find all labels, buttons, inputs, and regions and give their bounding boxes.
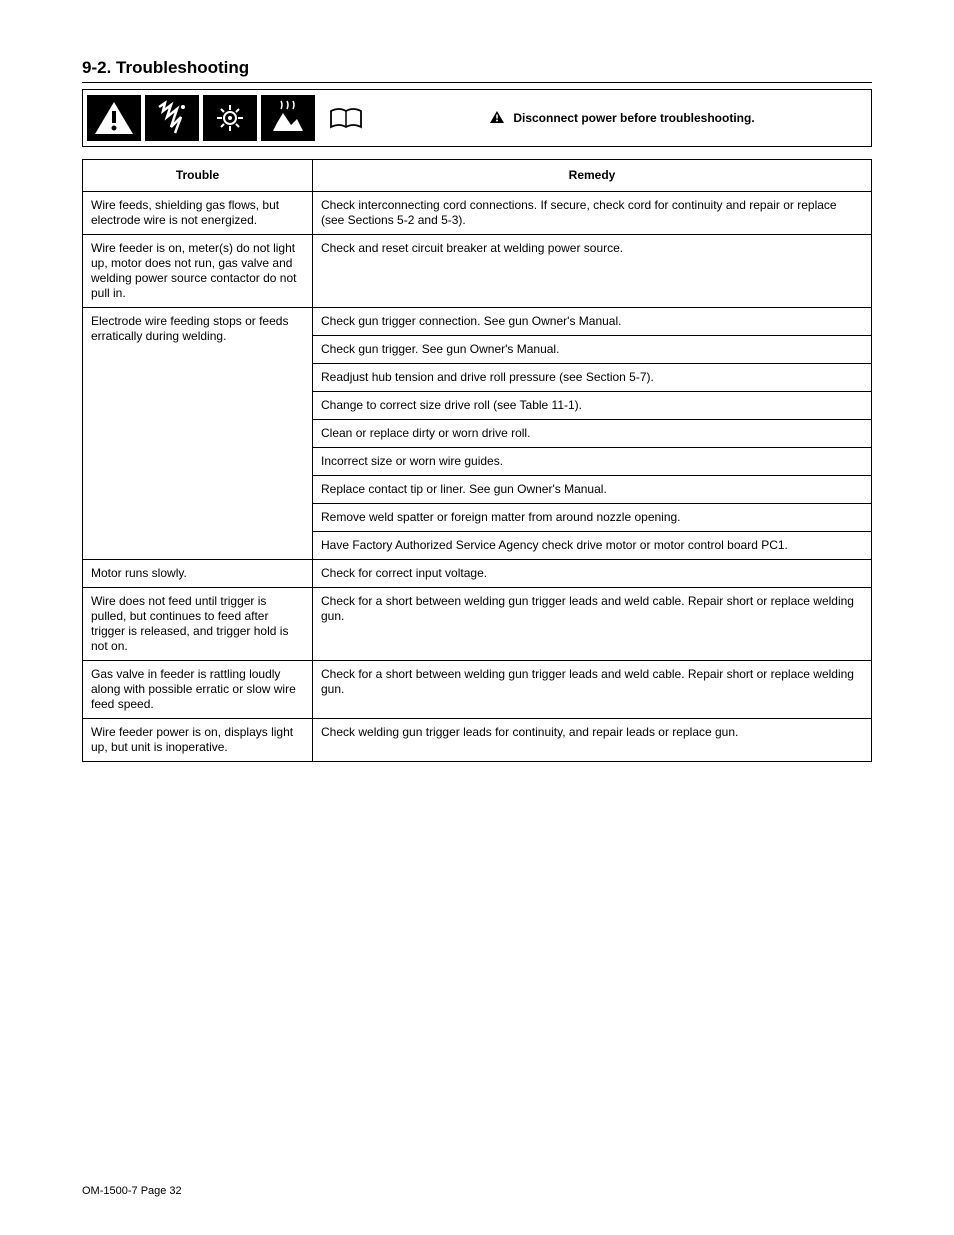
trouble-cell: Motor runs slowly. [83,560,313,588]
table-row: Wire does not feed until trigger is pull… [83,588,872,661]
section-heading: 9-2. Troubleshooting [82,58,872,78]
remedy-cell: Check for correct input voltage. [313,560,872,588]
remedy-cell: Readjust hub tension and drive roll pres… [313,364,872,392]
remedy-cell: Replace contact tip or liner. See gun Ow… [313,476,872,504]
warning-banner: Disconnect power before troubleshooting. [82,89,872,147]
electric-shock-icon [145,95,199,141]
remedy-cell: Remove weld spatter or foreign matter fr… [313,504,872,532]
trouble-cell: Wire feeder is on, meter(s) do not light… [83,235,313,308]
remedy-cell: Check welding gun trigger leads for cont… [313,719,872,762]
table-header-row: Trouble Remedy [83,160,872,192]
page-footer: OM-1500-7 Page 32 [82,1185,182,1197]
heading-rule [82,82,872,83]
trouble-cell: Wire does not feed until trigger is pull… [83,588,313,661]
remedy-cell: Change to correct size drive roll (see T… [313,392,872,420]
table-row: Motor runs slowly.Check for correct inpu… [83,560,872,588]
table-row: Wire feeds, shielding gas flows, but ele… [83,192,872,235]
remedy-cell: Incorrect size or worn wire guides. [313,448,872,476]
moving-parts-icon [203,95,257,141]
table-row: Electrode wire feeding stops or feeds er… [83,308,872,336]
remedy-cell: Clean or replace dirty or worn drive rol… [313,420,872,448]
safety-icon-strip [83,90,373,146]
trouble-cell: Wire feeder power is on, displays light … [83,719,313,762]
read-manual-icon [319,95,373,141]
trouble-cell: Electrode wire feeding stops or feeds er… [83,308,313,560]
table-row: Wire feeder is on, meter(s) do not light… [83,235,872,308]
trouble-cell: Wire feeds, shielding gas flows, but ele… [83,192,313,235]
remedy-cell: Check for a short between welding gun tr… [313,661,872,719]
header-trouble: Trouble [83,160,313,192]
inline-warning-icon [489,110,505,127]
table-row: Gas valve in feeder is rattling loudly a… [83,661,872,719]
warning-triangle-icon [87,95,141,141]
troubleshooting-table: Trouble Remedy Wire feeds, shielding gas… [82,159,872,762]
header-remedy: Remedy [313,160,872,192]
remedy-cell: Check and reset circuit breaker at weldi… [313,235,872,308]
remedy-cell: Check gun trigger connection. See gun Ow… [313,308,872,336]
remedy-cell: Have Factory Authorized Service Agency c… [313,532,872,560]
banner-text: Disconnect power before troubleshooting. [513,111,754,125]
remedy-cell: Check interconnecting cord connections. … [313,192,872,235]
table-row: Wire feeder power is on, displays light … [83,719,872,762]
trouble-cell: Gas valve in feeder is rattling loudly a… [83,661,313,719]
hot-parts-icon [261,95,315,141]
remedy-cell: Check gun trigger. See gun Owner's Manua… [313,336,872,364]
remedy-cell: Check for a short between welding gun tr… [313,588,872,661]
